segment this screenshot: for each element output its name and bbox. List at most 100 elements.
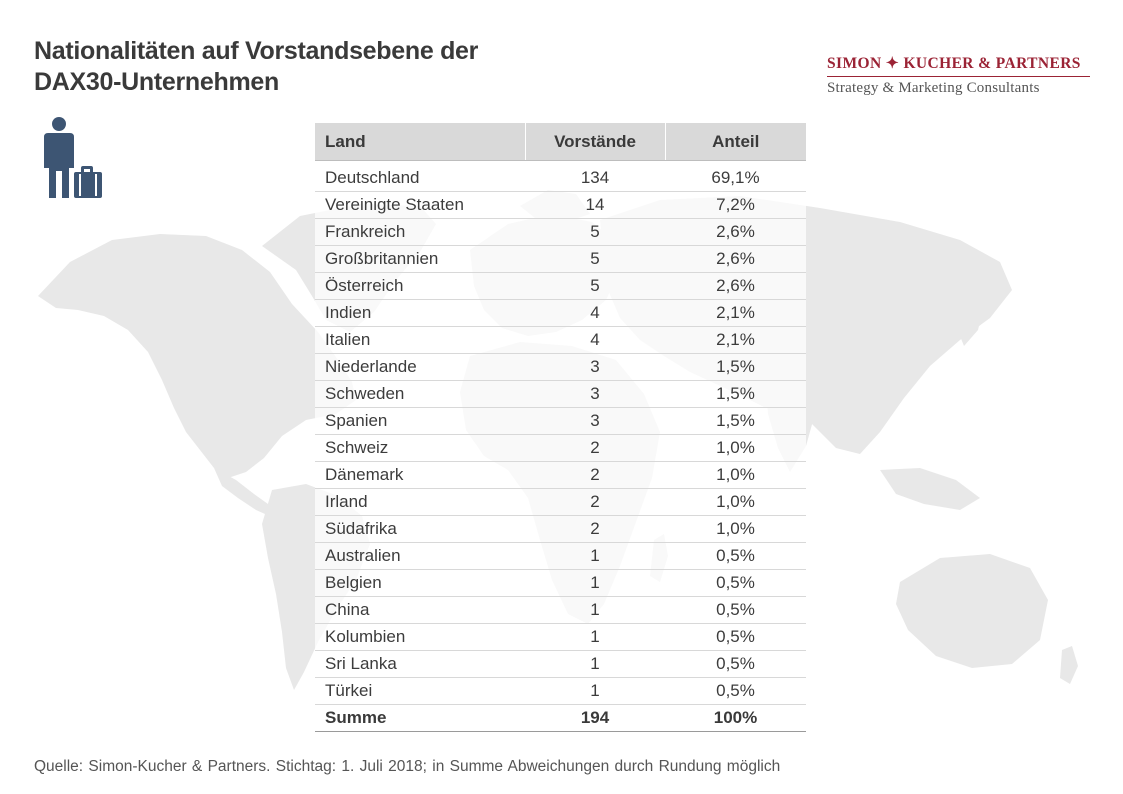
cell-vorstaende: 134 xyxy=(525,160,665,192)
cell-vorstaende: 1 xyxy=(525,650,665,678)
header-vorstaende: Vorstände xyxy=(524,123,665,161)
cell-anteil: 2,6% xyxy=(665,218,806,246)
cell-land: Italien xyxy=(315,326,525,354)
cell-anteil: 0,5% xyxy=(665,623,806,651)
cell-anteil: 1,0% xyxy=(665,434,806,462)
total-count: 194 xyxy=(525,704,665,732)
source-note: Quelle: Simon-Kucher & Partners. Stichta… xyxy=(34,758,781,775)
cell-vorstaende: 4 xyxy=(525,326,665,354)
table-row: Kolumbien 1 0,5% xyxy=(315,623,806,651)
cell-vorstaende: 5 xyxy=(525,272,665,300)
cell-anteil: 1,0% xyxy=(665,461,806,489)
person-with-suitcase-icon xyxy=(44,117,102,198)
cell-vorstaende: 1 xyxy=(525,623,665,651)
cell-vorstaende: 1 xyxy=(525,542,665,570)
table-row: Dänemark 2 1,0% xyxy=(315,461,806,489)
cell-anteil: 2,1% xyxy=(665,326,806,354)
table-row: Indien 4 2,1% xyxy=(315,299,806,327)
cell-land: Schweden xyxy=(315,380,525,408)
cell-vorstaende: 2 xyxy=(525,461,665,489)
cell-vorstaende: 1 xyxy=(525,569,665,597)
cell-vorstaende: 2 xyxy=(525,488,665,516)
map-japan xyxy=(956,272,986,346)
table-row: Schweiz 2 1,0% xyxy=(315,434,806,462)
table-row: Niederlande 3 1,5% xyxy=(315,353,806,381)
cell-vorstaende: 5 xyxy=(525,218,665,246)
cell-anteil: 1,5% xyxy=(665,380,806,408)
total-share: 100% xyxy=(665,704,806,732)
table-row: Vereinigte Staaten 14 7,2% xyxy=(315,191,806,219)
cell-land: Südafrika xyxy=(315,515,525,543)
cell-land: Vereinigte Staaten xyxy=(315,191,525,219)
cell-land: Kolumbien xyxy=(315,623,525,651)
cell-anteil: 1,5% xyxy=(665,407,806,435)
cell-land: Indien xyxy=(315,299,525,327)
cell-land: Türkei xyxy=(315,677,525,705)
cell-vorstaende: 1 xyxy=(525,677,665,705)
table-row: Südafrika 2 1,0% xyxy=(315,515,806,543)
table-row: Großbritannien 5 2,6% xyxy=(315,245,806,273)
cell-land: Spanien xyxy=(315,407,525,435)
cell-anteil: 1,0% xyxy=(665,488,806,516)
brand-logo: SIMON ✦ KUCHER & PARTNERS Strategy & Mar… xyxy=(827,54,1090,97)
table-row: Belgien 1 0,5% xyxy=(315,569,806,597)
map-new-zealand xyxy=(1060,646,1078,684)
brand-name: SIMON ✦ KUCHER & PARTNERS xyxy=(827,54,1090,77)
map-north-america xyxy=(38,234,356,478)
table-total-row: Summe 194 100% xyxy=(315,704,806,732)
cell-vorstaende: 14 xyxy=(525,191,665,219)
map-australia xyxy=(896,554,1048,668)
table-row: Sri Lanka 1 0,5% xyxy=(315,650,806,678)
cell-vorstaende: 3 xyxy=(525,407,665,435)
cell-anteil: 0,5% xyxy=(665,542,806,570)
cell-vorstaende: 1 xyxy=(525,596,665,624)
header-anteil: Anteil xyxy=(664,123,806,161)
cell-anteil: 1,5% xyxy=(665,353,806,381)
cell-land: Irland xyxy=(315,488,525,516)
cell-vorstaende: 2 xyxy=(525,434,665,462)
cell-anteil: 7,2% xyxy=(665,191,806,219)
cell-vorstaende: 3 xyxy=(525,353,665,381)
cell-land: Schweiz xyxy=(315,434,525,462)
total-label: Summe xyxy=(315,704,525,732)
table-header-row: Land Vorstände Anteil xyxy=(315,123,806,161)
table-row: Spanien 3 1,5% xyxy=(315,407,806,435)
cell-vorstaende: 4 xyxy=(525,299,665,327)
cell-land: Deutschland xyxy=(315,160,525,192)
table-row: Österreich 5 2,6% xyxy=(315,272,806,300)
table-row: Italien 4 2,1% xyxy=(315,326,806,354)
cell-vorstaende: 3 xyxy=(525,380,665,408)
cell-land: Frankreich xyxy=(315,218,525,246)
table-row: Schweden 3 1,5% xyxy=(315,380,806,408)
chart-title-line-2: DAX30-Unternehmen xyxy=(34,68,279,96)
cell-anteil: 0,5% xyxy=(665,650,806,678)
cell-land: Sri Lanka xyxy=(315,650,525,678)
table-row: Irland 2 1,0% xyxy=(315,488,806,516)
table-row: Australien 1 0,5% xyxy=(315,542,806,570)
cell-land: Dänemark xyxy=(315,461,525,489)
header-land: Land xyxy=(315,123,525,161)
cell-land: China xyxy=(315,596,525,624)
cell-anteil: 1,0% xyxy=(665,515,806,543)
cell-land: Belgien xyxy=(315,569,525,597)
brand-subtitle: Strategy & Marketing Consultants xyxy=(827,80,1040,96)
table-row: China 1 0,5% xyxy=(315,596,806,624)
nationality-table: Land Vorstände Anteil Deutschland 134 69,1… xyxy=(315,123,806,732)
table-row: Türkei 1 0,5% xyxy=(315,677,806,705)
cell-anteil: 69,1% xyxy=(665,160,806,192)
cell-land: Niederlande xyxy=(315,353,525,381)
cell-land: Österreich xyxy=(315,272,525,300)
cell-anteil: 2,6% xyxy=(665,245,806,273)
cell-anteil: 2,6% xyxy=(665,272,806,300)
chart-title: Nationalitäten auf Vorstandsebene der DA… xyxy=(34,36,478,98)
cell-land: Australien xyxy=(315,542,525,570)
cell-vorstaende: 5 xyxy=(525,245,665,273)
cell-anteil: 2,1% xyxy=(665,299,806,327)
cell-anteil: 0,5% xyxy=(665,596,806,624)
table-row: Deutschland 134 69,1% xyxy=(315,160,806,192)
table-row: Frankreich 5 2,6% xyxy=(315,218,806,246)
cell-land: Großbritannien xyxy=(315,245,525,273)
chart-title-line-1: Nationalitäten auf Vorstandsebene der xyxy=(34,37,479,65)
cell-vorstaende: 2 xyxy=(525,515,665,543)
cell-anteil: 0,5% xyxy=(665,569,806,597)
